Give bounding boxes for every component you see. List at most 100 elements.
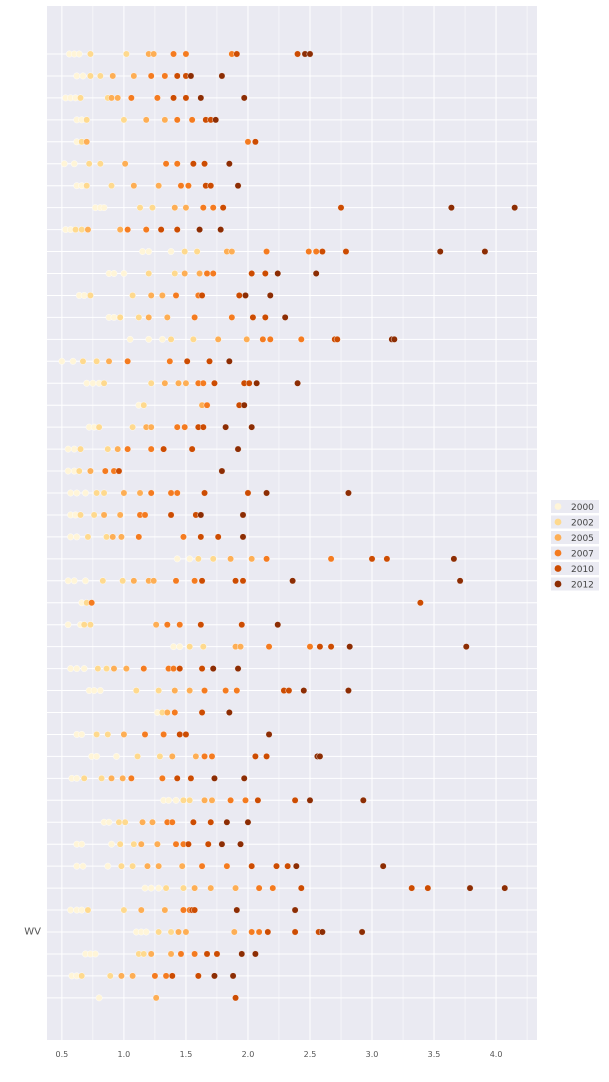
data-point (135, 313, 143, 321)
data-point (162, 884, 170, 892)
data-point (292, 862, 300, 870)
data-point (198, 709, 206, 716)
data-point (147, 72, 155, 80)
x-tick-labels: 0.5 1.0 1.5 2.0 2.5 3.0 3.5 4.0 (56, 1050, 503, 1059)
data-point (130, 577, 138, 585)
data-point (166, 357, 174, 365)
data-point (181, 270, 189, 277)
data-point (182, 204, 190, 212)
data-point (199, 423, 207, 431)
data-point (88, 599, 96, 607)
data-point (82, 489, 89, 497)
data-point (223, 862, 231, 870)
data-point (67, 665, 74, 672)
data-point (78, 731, 86, 738)
data-point (160, 445, 168, 453)
data-point (67, 906, 74, 914)
data-point (182, 379, 190, 387)
data-point (78, 840, 86, 848)
data-point (116, 226, 124, 234)
data-point (156, 753, 164, 760)
data-point (212, 116, 220, 124)
data-point (306, 643, 314, 651)
data-point (91, 950, 99, 958)
data-point (147, 445, 155, 453)
data-point (285, 687, 293, 694)
data-point (73, 862, 81, 870)
data-point (214, 335, 222, 343)
data-point (80, 292, 88, 299)
data-point (305, 248, 313, 255)
data-point (158, 774, 166, 782)
data-point (77, 94, 84, 102)
data-point (171, 204, 179, 212)
data-point (115, 818, 123, 826)
data-point (217, 226, 225, 234)
data-point (140, 401, 148, 409)
data-point (163, 709, 171, 716)
data-point (209, 204, 217, 212)
data-point (245, 379, 253, 387)
data-point (306, 796, 314, 804)
data-point (167, 248, 175, 255)
data-point (214, 533, 222, 541)
data-point (124, 445, 132, 453)
grid-lines (47, 6, 537, 1040)
data-point (181, 423, 189, 431)
data-point (108, 840, 115, 848)
data-point (316, 643, 324, 651)
data-point (171, 270, 179, 277)
data-point (136, 489, 144, 497)
data-point (93, 731, 101, 738)
data-point (145, 313, 153, 321)
data-point (218, 467, 226, 475)
data-point (77, 445, 84, 453)
data-point (84, 533, 92, 541)
data-point (204, 840, 212, 848)
data-point (69, 357, 77, 365)
data-point (79, 862, 87, 870)
data-point (248, 423, 256, 431)
data-point (93, 489, 101, 497)
legend-label: 2010 (571, 565, 594, 575)
data-point (70, 160, 78, 168)
data-point (147, 292, 155, 299)
data-point (72, 226, 79, 234)
data-point (120, 906, 128, 914)
data-point (173, 423, 181, 431)
data-point (266, 335, 274, 343)
data-point (127, 94, 135, 102)
data-point (139, 248, 146, 255)
data-point (196, 226, 203, 234)
data-point (173, 116, 181, 124)
data-point (104, 445, 112, 453)
row-label: WV (24, 927, 41, 938)
data-point (234, 182, 242, 190)
data-point (207, 818, 215, 826)
data-point (142, 226, 150, 234)
data-points (58, 50, 519, 1002)
x-tick-label: 0.5 (56, 1050, 69, 1059)
data-point (118, 533, 125, 541)
data-point (141, 731, 149, 738)
data-point (180, 906, 187, 914)
row-labels: WV (24, 927, 41, 938)
data-point (284, 862, 292, 870)
data-point (172, 292, 180, 299)
data-point (147, 423, 155, 431)
data-point (171, 709, 179, 716)
data-point (198, 665, 206, 672)
data-point (207, 884, 215, 892)
data-point (170, 665, 177, 672)
data-point (207, 182, 215, 190)
data-point (203, 401, 211, 409)
legend-swatch (554, 549, 562, 557)
data-point (80, 774, 88, 782)
x-tick-label: 4.0 (490, 1050, 503, 1059)
data-point (201, 796, 208, 804)
data-point (109, 72, 117, 80)
data-point (106, 972, 114, 980)
data-point (95, 423, 103, 431)
data-point (140, 950, 148, 958)
data-point (294, 379, 301, 387)
